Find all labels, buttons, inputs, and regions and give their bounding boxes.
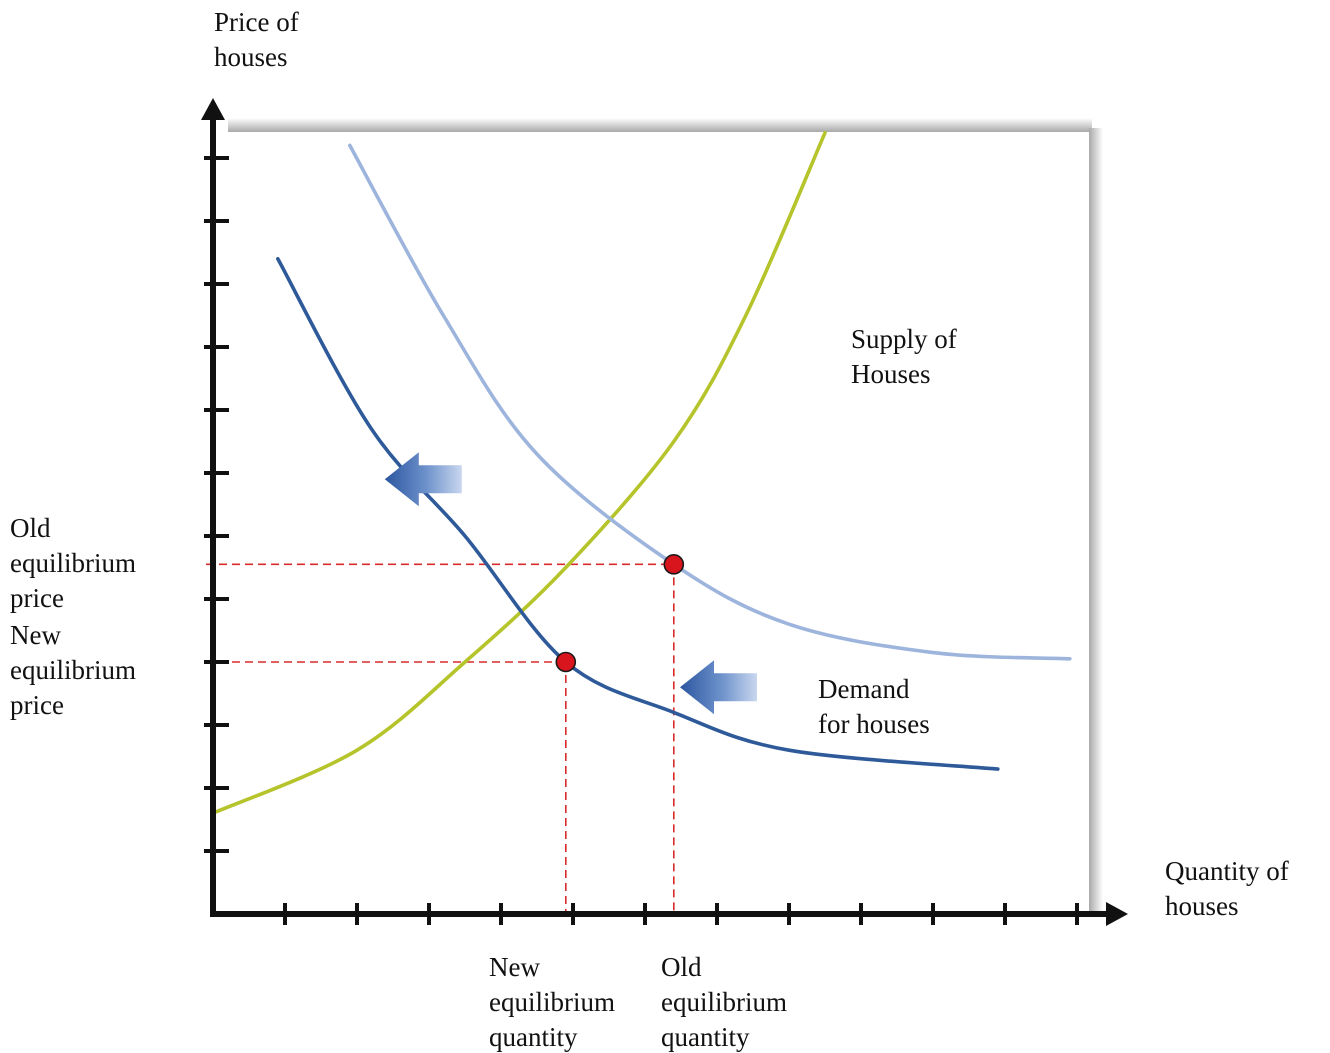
old-price-label-line: equilibrium — [10, 548, 136, 578]
new-equilibrium-point — [555, 651, 577, 673]
y-axis-title-line: Price of — [214, 7, 299, 37]
shift-arrows — [384, 452, 757, 715]
demand-curve-label: Demand for houses — [818, 674, 930, 739]
old-quantity-label-line: Old — [661, 952, 702, 982]
x-axis-title-line: houses — [1165, 891, 1239, 921]
y-axis-arrowhead — [201, 98, 225, 120]
demand-curve-label-line: for houses — [818, 709, 930, 739]
new-quantity-label-line: quantity — [489, 1022, 578, 1052]
x-axis-title: Quantity of houses — [1165, 856, 1295, 921]
panel-shadow-top — [228, 118, 1092, 132]
new-quantity-label-line: New — [489, 952, 540, 982]
demand-shift-arrow — [680, 660, 757, 715]
old-quantity-label-line: equilibrium — [661, 987, 787, 1017]
panel-face — [214, 132, 1089, 914]
old-equilibrium-quantity-label: Old equilibrium quantity — [661, 952, 794, 1052]
new-price-label-line: price — [10, 690, 64, 720]
equilibrium-points — [555, 554, 685, 673]
new-equilibrium-price-label: New equilibrium price — [10, 620, 143, 720]
x-axis-arrowhead — [1106, 902, 1128, 926]
old-price-label-line: Old — [10, 513, 51, 543]
old-equilibrium-point — [663, 554, 685, 575]
old-equilibrium-price-label: Old equilibrium price — [10, 513, 143, 613]
y-axis-title-line: houses — [214, 42, 288, 72]
supply-curve — [211, 131, 827, 815]
old-quantity-label-line: quantity — [661, 1022, 750, 1052]
supply-curve-label-line: Houses — [851, 359, 931, 389]
labels: Price of houses Quantity of houses Suppl… — [10, 7, 1295, 1052]
new-price-label-line: equilibrium — [10, 655, 136, 685]
x-axis-title-line: Quantity of — [1165, 856, 1289, 886]
y-axis-title: Price of houses — [214, 7, 305, 72]
old-demand-curve — [348, 143, 1072, 661]
panel-shadow-right — [1089, 128, 1103, 914]
demand-curve-label-line: Demand — [818, 674, 910, 704]
equilibrium-guides — [206, 563, 675, 914]
new-price-label-line: New — [10, 620, 61, 650]
new-quantity-label-line: equilibrium — [489, 987, 615, 1017]
demand-shift-arrow — [384, 452, 462, 507]
supply-curve-label: Supply of Houses — [851, 324, 964, 389]
new-equilibrium-quantity-label: New equilibrium quantity — [489, 952, 622, 1052]
axes — [201, 98, 1128, 926]
supply-curve-label-line: Supply of — [851, 324, 957, 354]
old-price-label-line: price — [10, 583, 64, 613]
plot-panel — [214, 118, 1103, 914]
